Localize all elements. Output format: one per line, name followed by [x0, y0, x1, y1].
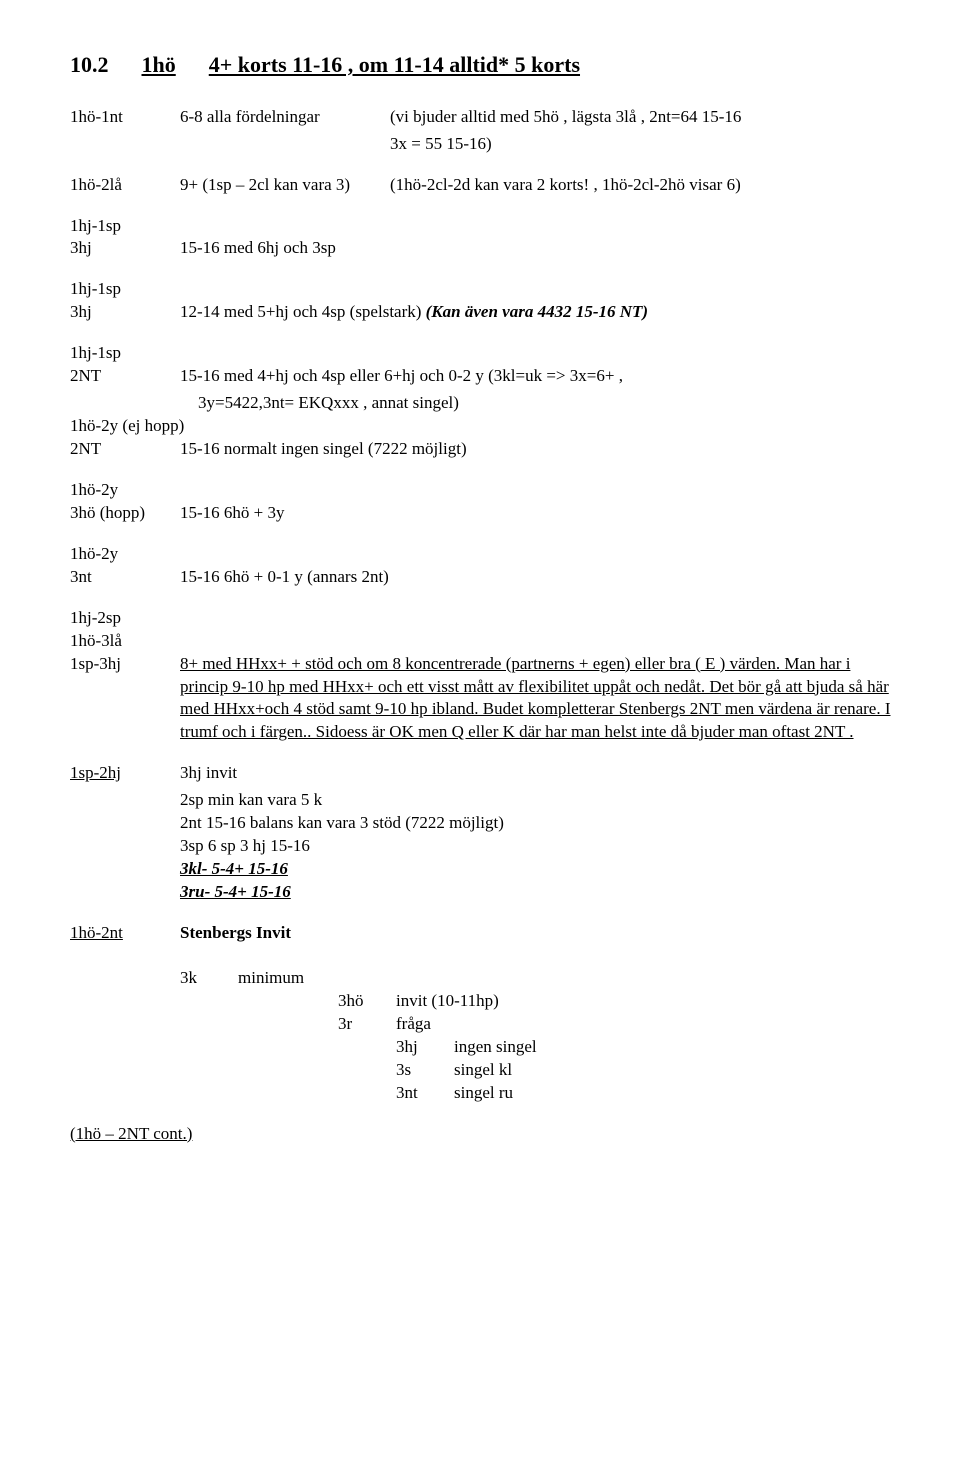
- seq10-sub2: 3r fråga: [338, 1013, 900, 1036]
- seq7-l2-rest: 15-16 6hö + 0-1 y (annars 2nt): [180, 566, 389, 589]
- seq10-sub2b: 3s singel kl: [396, 1059, 900, 1082]
- section-heading: 10.2 1hö 4+ korts 11-16 , om 11-14 allti…: [70, 50, 900, 80]
- seq10-sub1: 3hö invit (10-11hp): [338, 990, 900, 1013]
- seq7-l1: 1hö-2y: [70, 543, 900, 566]
- seq3-l1: 1hj-1sp: [70, 215, 900, 238]
- seq3-l2-left: 3hj: [70, 237, 180, 260]
- seq1-right2: 3x = 55 15-16): [390, 133, 900, 156]
- seq5-l1: 1hj-1sp: [70, 342, 900, 365]
- seq10-sub2a-c1: 3hj: [396, 1036, 454, 1059]
- sequence-3: 1hj-1sp 3hj 15-16 med 6hj och 3sp: [70, 215, 900, 261]
- seq9-left: 1sp-2hj: [70, 762, 180, 785]
- sequence-10: 1hö-2nt Stenbergs Invit 3k minimum 3hö i…: [70, 922, 900, 1105]
- seq5-l5-left: 2NT: [70, 438, 180, 461]
- seq2-right: (1hö-2cl-2d kan vara 2 korts! , 1hö-2cl-…: [390, 174, 900, 197]
- heading-bid: 1hö: [142, 52, 176, 77]
- seq3-l2-rest: 15-16 med 6hj och 3sp: [180, 237, 336, 260]
- seq10-sub1-c1: 3hö: [338, 990, 396, 1013]
- seq9-r5: 3kl- 5-4+ 15-16: [180, 859, 288, 878]
- seq5-l2-rest: 15-16 med 4+hj och 4sp eller 6+hj och 0-…: [180, 365, 623, 388]
- sequence-4: 1hj-1sp 3hj 12-14 med 5+hj och 4sp (spel…: [70, 278, 900, 324]
- sequence-1: 1hö-1nt 6-8 alla fördelningar (vi bjuder…: [70, 106, 900, 156]
- seq6-l2-rest: 15-16 6hö + 3y: [180, 502, 285, 525]
- seq5-l3: 3y=5422,3nt= EKQxxx , annat singel): [70, 392, 900, 415]
- seq8-l1: 1hj-2sp: [70, 607, 900, 630]
- heading-desc: 4+ korts 11-16 , om 11-14 alltid* 5 kort…: [209, 52, 580, 77]
- seq10-resp: 3k minimum: [180, 967, 900, 990]
- seq4-l2-rest: 12-14 med 5+hj och 4sp (spelstark) (Kan …: [180, 301, 648, 324]
- seq10-resp-c1: 3k: [180, 967, 238, 990]
- seq6-l1: 1hö-2y: [70, 479, 900, 502]
- seq4-l2-left: 3hj: [70, 301, 180, 324]
- seq9-r3: 2nt 15-16 balans kan vara 3 stöd (7222 m…: [70, 812, 900, 835]
- seq7-l2-left: 3nt: [70, 566, 180, 589]
- seq5-l2-left: 2NT: [70, 365, 180, 388]
- seq10-sub2c-c1: 3nt: [396, 1082, 454, 1105]
- seq9-r1: 3hj invit: [180, 762, 237, 785]
- sequence-8: 1hj-2sp 1hö-3lå 1sp-3hj 8+ med HHxx+ + s…: [70, 607, 900, 745]
- seq4-l1: 1hj-1sp: [70, 278, 900, 301]
- seq10-resp-c2: minimum: [238, 967, 338, 990]
- sequence-2: 1hö-2lå 9+ (1sp – 2cl kan vara 3) (1hö-2…: [70, 174, 900, 197]
- seq10-sub2c: 3nt singel ru: [396, 1082, 900, 1105]
- seq9-r4: 3sp 6 sp 3 hj 15-16: [70, 835, 900, 858]
- seq2-mid: 9+ (1sp – 2cl kan vara 3): [180, 174, 390, 197]
- sequence-6: 1hö-2y 3hö (hopp) 15-16 6hö + 3y: [70, 479, 900, 525]
- seq10-sub2a: 3hj ingen singel: [396, 1036, 900, 1059]
- seq10-sub2-c1: 3r: [338, 1013, 396, 1036]
- seq8-l3-left: 1sp-3hj: [70, 653, 180, 676]
- seq10-title: Stenbergs Invit: [180, 922, 291, 945]
- continuation-footer: (1hö – 2NT cont.): [70, 1123, 900, 1146]
- seq10-left: 1hö-2nt: [70, 922, 180, 945]
- seq2-left: 1hö-2lå: [70, 174, 180, 197]
- seq10-sub2-c2: fråga: [396, 1013, 900, 1036]
- seq10-sub2b-c1: 3s: [396, 1059, 454, 1082]
- seq9-r2: 2sp min kan vara 5 k: [70, 789, 900, 812]
- seq8-l3-rest: 8+ med HHxx+ + stöd och om 8 koncentrera…: [180, 653, 900, 745]
- seq6-l2-left: 3hö (hopp): [70, 502, 180, 525]
- seq10-sub2a-c2: ingen singel: [454, 1036, 900, 1059]
- seq4-l2a: 12-14 med 5+hj och 4sp (spelstark): [180, 302, 426, 321]
- section-number: 10.2: [70, 52, 109, 77]
- seq8-l3-text: 8+ med HHxx+ + stöd och om 8 koncentrera…: [180, 654, 891, 742]
- seq4-l2b: (Kan även vara 4432 15-16 NT): [426, 302, 648, 321]
- seq5-l4: 1hö-2y (ej hopp): [70, 415, 900, 438]
- seq1-right1: (vi bjuder alltid med 5hö , lägsta 3lå ,…: [390, 106, 900, 129]
- seq1-mid: 6-8 alla fördelningar: [180, 106, 390, 129]
- seq10-sub2b-c2: singel kl: [454, 1059, 900, 1082]
- sequence-9: 1sp-2hj 3hj invit 2sp min kan vara 5 k 2…: [70, 762, 900, 904]
- seq5-l5-rest: 15-16 normalt ingen singel (7222 möjligt…: [180, 438, 467, 461]
- seq9-r6: 3ru- 5-4+ 15-16: [180, 882, 291, 901]
- seq1-left: 1hö-1nt: [70, 106, 180, 129]
- seq10-sub2c-c2: singel ru: [454, 1082, 900, 1105]
- sequence-5: 1hj-1sp 2NT 15-16 med 4+hj och 4sp eller…: [70, 342, 900, 461]
- seq10-sub1-c2: invit (10-11hp): [396, 990, 900, 1013]
- seq8-l2: 1hö-3lå: [70, 630, 900, 653]
- sequence-7: 1hö-2y 3nt 15-16 6hö + 0-1 y (annars 2nt…: [70, 543, 900, 589]
